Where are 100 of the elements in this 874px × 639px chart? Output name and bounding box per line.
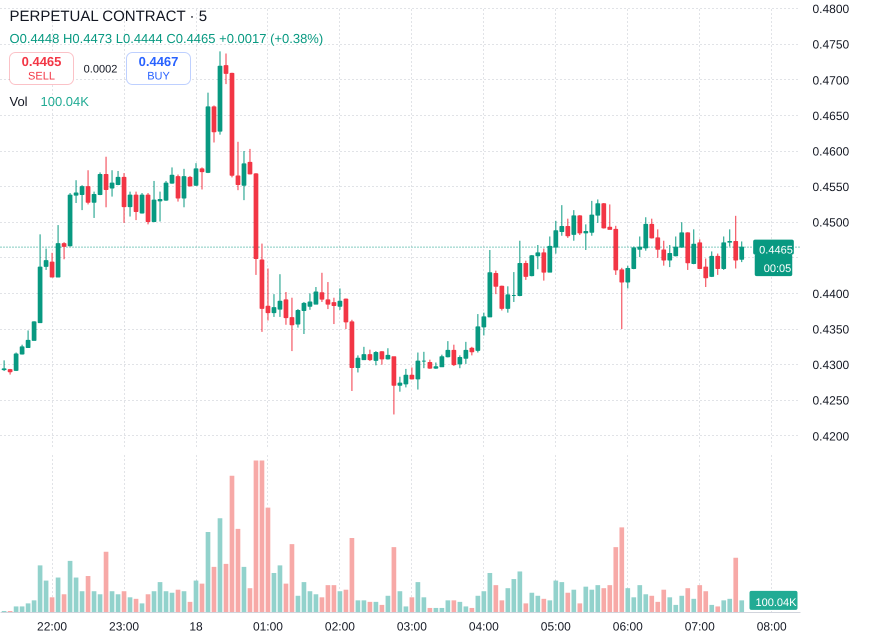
candlestick [320,272,324,302]
candlestick [194,162,198,186]
bar [565,592,570,612]
y-tick-label: 0.4800 [812,2,850,16]
bar [242,566,246,612]
bar [176,590,180,612]
annotation: 00:05 [764,263,792,276]
x-tick-label: 23:00 [109,620,140,634]
candlestick [374,350,378,366]
y-tick-label: 0.4750 [812,38,850,52]
candlestick [50,252,54,278]
annotation: 100.04K [756,596,798,609]
bar [733,558,738,612]
chart-title: PERPETUAL CONTRACT · 5 [10,8,208,25]
x-tick-label: 08:00 [756,620,788,634]
annotation: Vol [10,94,28,109]
y-tick-label: 0.4350 [812,322,850,337]
annotation: 0.4465 [22,54,62,69]
y-tick-label: 0.4600 [812,144,850,159]
bar [691,598,696,612]
bar [368,602,372,612]
annotation: 0.0002 [84,64,118,76]
bar [194,580,198,612]
candlestick [380,350,384,366]
candlestick [128,191,132,218]
candlestick [571,210,576,242]
candlestick [338,288,342,310]
x-tick-label: 02:00 [324,620,356,634]
candlestick [505,286,510,314]
candlestick [134,191,138,221]
y-tick-label: 0.4200 [812,429,850,444]
ref-line-label: 0.4465 [759,244,793,257]
candlestick [200,166,204,190]
y-tick-label: 0.4650 [812,108,850,123]
bar [104,552,108,612]
bar [386,596,390,612]
bar [188,602,192,612]
x-tick-label: 03:00 [396,620,428,634]
y-tick-label: 0.4250 [812,394,850,408]
x-tick-label: 22:00 [37,620,68,634]
annotation: 100.04K [40,94,90,109]
candlestick [541,248,546,282]
bar [541,598,546,612]
candlestick [709,250,714,278]
x-tick-label: 07:00 [684,620,716,634]
x-tick-label: 18 [189,620,203,634]
bar [571,590,576,612]
candlestick [86,170,90,205]
y-tick-label: 0.4550 [812,180,850,194]
candlestick [452,344,456,367]
bar [206,532,210,612]
annotation: BUY [147,70,170,82]
y-tick-label: 0.4500 [812,216,850,230]
bar [50,597,54,612]
x-tick-label: 06:00 [612,620,644,634]
candlestick [176,174,180,202]
bar [56,578,60,612]
bar [140,603,144,612]
candlestick [62,242,66,260]
candlestick [140,192,144,214]
bar [374,602,378,612]
bar [410,597,414,612]
bar [200,584,204,612]
candlestick [577,214,582,236]
bar [128,597,132,612]
candlestick [523,260,528,280]
candlestick [236,141,240,191]
candlestick [368,349,372,362]
candlestick [428,359,432,370]
y-tick-label: 0.4400 [812,286,850,301]
candlestick [182,168,186,208]
text: O0.4448 H0.4473 L0.4444 C0.4465 +0.0017 (+0.38%) [10,31,324,46]
bar [452,600,456,612]
x-tick-label: 05:00 [540,620,572,634]
bar [182,591,186,612]
bar [86,576,90,612]
bar [739,600,744,612]
bar [218,518,222,612]
candlestick [715,253,720,276]
candlestick [661,240,666,266]
annotation: SELL [28,70,55,82]
candlestick [733,215,738,270]
bar [62,594,66,612]
candlestick [410,366,414,380]
bar [134,598,138,612]
candlestick [242,150,246,201]
candlestick [565,218,570,238]
annotation: 0.4467 [138,54,178,69]
bar [338,591,342,612]
bar [392,547,396,612]
candlestick [104,156,108,208]
bar [122,591,126,612]
bar [146,594,150,612]
candlestick [2,360,6,372]
x-tick-label: 04:00 [468,620,500,634]
x-tick-label: 01:00 [252,620,284,634]
bar [685,588,690,612]
y-tick-label: 0.4700 [812,73,850,88]
y-tick-label: 0.4300 [812,358,850,372]
bar [212,566,216,612]
